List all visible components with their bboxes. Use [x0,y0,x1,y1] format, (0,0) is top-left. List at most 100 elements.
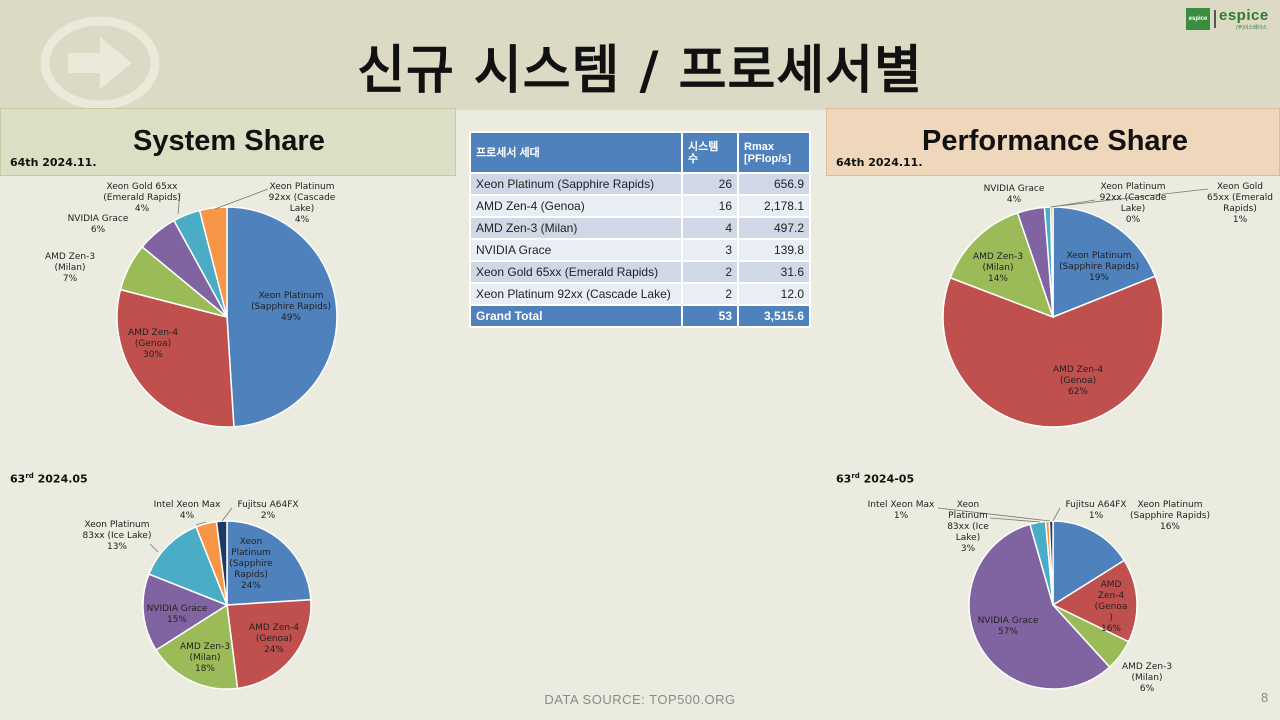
system-share-title: System Share [133,125,325,157]
table-row: Xeon Platinum (Sapphire Rapids) 26 656.9 [469,172,811,196]
processor-table: 프로세서 세대 시스템 수 Rmax [PFlop/s] Xeon Platin… [469,131,811,328]
cell-rmax: 2,178.1 [737,194,811,218]
cell-systems: 3 [681,238,739,262]
slice-label: NVIDIA Grace 6% [68,214,129,235]
slice-label: Xeon Platinum 92xx (Cascade Lake) 0% [1100,182,1167,225]
pie-slice [147,525,229,607]
header-systems: 시스템 수 [681,131,739,174]
slice-label: Intel Xeon Max 4% [154,500,221,521]
pie-chart-system-share-2024-11: Xeon Platinum (Sapphire Rapids) 49% AMD Zen… [45,182,338,428]
slice-label: AMD Zen-4 (Genoa) 62% [1053,365,1103,397]
slice-label: NVIDIA Grace 4% [984,184,1045,205]
table-row: AMD Zen-3 (Milan) 4 497.2 [469,216,811,240]
slice-label: AMD Zen-3 (Milan) 18% [180,642,230,674]
cell-rmax: 656.9 [737,172,811,196]
page-title: 신규 시스템 / 프로세서별 [357,41,923,101]
leader-line [1052,507,1061,522]
logo-text: espice [1219,7,1269,24]
pie-slice [226,206,338,428]
system-share-prev-period-label: 63rd 2024.05 [10,472,88,486]
header-rmax: Rmax [PFlop/s] [737,131,811,174]
slice-label: Xeon Platinum (Sapphire Rapids) 16% [1130,500,1210,532]
table-row: NVIDIA Grace 3 139.8 [469,238,811,262]
pie-slice [942,275,1164,428]
pie-slice [1052,206,1157,319]
cell-rmax: 497.2 [737,216,811,240]
cell-rmax: 12.0 [737,282,811,306]
cell-total-rmax: 3,515.6 [737,304,811,328]
cell-total-label: Grand Total [469,304,683,328]
data-source-footer: DATA SOURCE: TOP500.ORG [544,692,736,707]
pie-slice [226,520,312,606]
cell-processor: Xeon Gold 65xx (Emerald Rapids) [469,260,683,284]
cell-systems: 2 [681,260,739,284]
slice-label: Xeon Platinum 92xx (Cascade Lake) 4% [269,182,336,225]
slice-label: Xeon Platinum (Sapphire Rapids) 49% [251,291,331,323]
slice-label: Xeon Platinum (Sapphire Rapids) 24% [229,537,273,591]
logo-separator [1214,10,1216,28]
cell-systems: 26 [681,172,739,196]
pie-slice [198,206,228,318]
system-share-period-label: 64th 2024.11. [10,156,97,169]
slice-label: Xeon Gold 65xx (Emerald Rapids) 4% [103,182,181,214]
system-share-panel: System Share [0,108,456,176]
table-row: AMD Zen-4 (Genoa) 16 2,178.1 [469,194,811,218]
leader-line [214,188,269,210]
slice-label: NVIDIA Grace 57% [978,616,1039,637]
pie-slice [215,520,228,606]
cell-processor: Xeon Platinum 92xx (Cascade Lake) [469,282,683,306]
slice-label: Xeon Gold 65xx (Emerald Rapids) 1% [1207,182,1273,225]
performance-share-title: Performance Share [922,125,1188,157]
slice-label: AMD Zen-3 (Milan) 6% [1122,662,1172,694]
cell-processor: NVIDIA Grace [469,238,683,262]
header-processor: 프로세서 세대 [469,131,683,174]
leader-line [149,543,159,553]
cell-rmax: 139.8 [737,238,811,262]
table-header-row: 프로세서 세대 시스템 수 Rmax [PFlop/s] [469,131,811,174]
page-number: 8 [1261,690,1269,705]
slice-label: Fujitsu A64FX 2% [237,500,298,521]
logo-subtext: (주)이스페이스 [1236,25,1267,31]
slice-label: NVIDIA Grace 15% [147,604,208,625]
pie-slice [1051,559,1138,643]
espice-logo: espice espice (주)이스페이스 [1186,7,1272,34]
table-row: Xeon Gold 65xx (Emerald Rapids) 2 31.6 [469,260,811,284]
slice-label: AMD Zen-3 (Milan) 7% [45,252,95,284]
pie-chart-performance-share-2024-05: Xeon Platinum (Sapphire Rapids) 16% AMD Zen-… [868,500,1210,694]
arrow-circle-icon [40,16,160,110]
header-band [0,0,1280,110]
pie-slice [1052,520,1126,607]
leader-line [1049,188,1209,208]
pie-slice [116,288,235,428]
slice-label: AMD Zen-4 (Genoa) 24% [249,623,299,655]
pie-chart-system-share-2024-05: Xeon Platinum (Sapphire Rapids) 24% AMD Zen-4… [83,500,312,690]
leader-line [989,517,1041,523]
table-total-row: Grand Total 53 3,515.6 [469,304,811,328]
pie-slice [155,603,239,690]
slice-label: AMD Zen-3 (Milan) 14% [973,252,1023,284]
slice-label: AMD Zen-4 (Genoa) 30% [128,328,178,360]
pie-chart-performance-share-2024-11: Xeon Platinum (Sapphire Rapids) 19% AMD Zen… [942,182,1273,428]
performance-share-prev-period-label: 63rd 2024-05 [836,472,915,486]
leader-line [177,192,181,215]
pie-slice [968,523,1111,690]
slice-label: AMD Zen-4 (Genoa) 16% [1095,580,1128,634]
cell-systems: 2 [681,282,739,306]
slice-label: Xeon Platinum 83xx (Ice Lake) 13% [83,520,152,552]
slice-label: Xeon Platinum 83xx (Ice Lake) 3% [947,500,989,554]
slice-label: Xeon Platinum (Sapphire Rapids) 19% [1059,251,1139,283]
logo-mark: espice [1186,8,1210,30]
cell-processor: AMD Zen-3 (Milan) [469,216,683,240]
pie-slice [142,573,229,652]
leader-line [1051,199,1096,208]
leader-line [221,507,233,522]
cell-systems: 4 [681,216,739,240]
cell-processor: AMD Zen-4 (Genoa) [469,194,683,218]
cell-rmax: 31.6 [737,260,811,284]
cell-processor: Xeon Platinum (Sapphire Rapids) [469,172,683,196]
slice-label: Intel Xeon Max 1% [868,500,935,521]
pie-slice [226,598,312,690]
pie-slice [949,211,1055,319]
cell-systems: 16 [681,194,739,218]
